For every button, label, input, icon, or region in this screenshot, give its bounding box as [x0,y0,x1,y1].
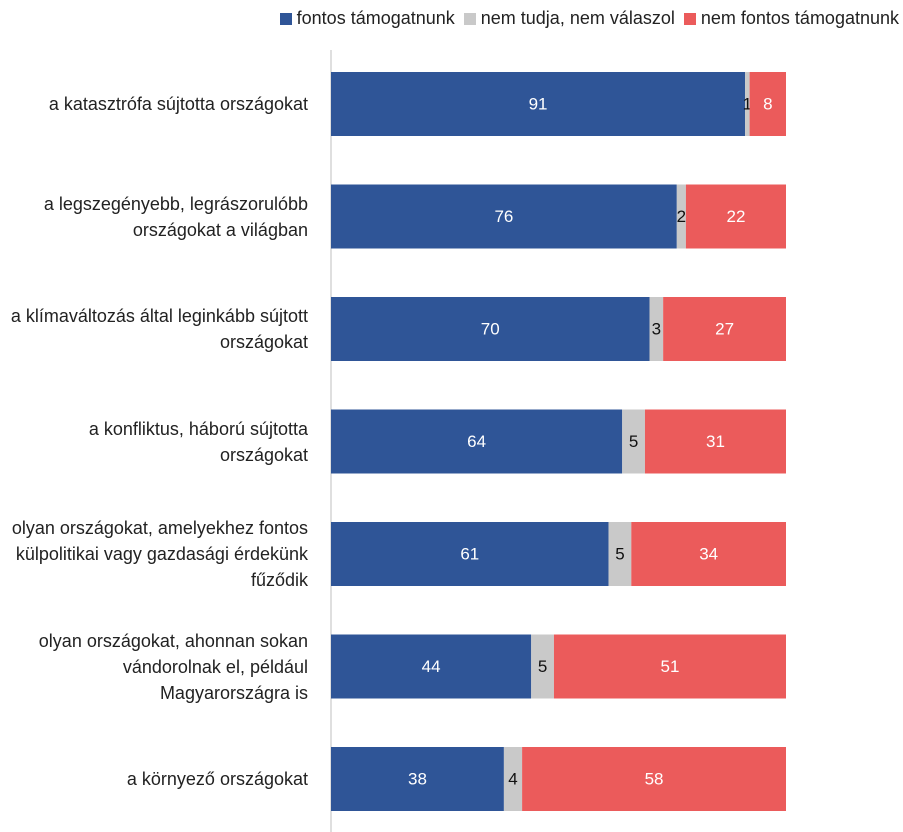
value-label: 38 [408,769,427,788]
legend-swatch [279,12,292,25]
value-label: 61 [460,544,479,563]
bar-segment [331,72,746,136]
bar-segment [331,409,623,474]
bar-segment [531,634,554,699]
bar-segment [331,747,504,811]
value-label: 4 [508,769,517,788]
bar-segment [676,184,686,249]
value-label: 3 [652,319,661,338]
value-label: 1 [743,94,752,113]
value-label: 34 [699,544,718,563]
bar-segment [644,409,786,474]
bar-segment [649,297,664,361]
bar-segment [553,634,786,699]
bar-segment [663,297,786,361]
value-label: 27 [715,319,734,338]
category-label: a klímaváltozás által leginkább sújtott … [10,306,308,352]
value-label: 5 [629,432,638,451]
value-label: 31 [706,432,725,451]
value-label: 2 [677,207,686,226]
bar-segment [745,72,750,136]
category-label: a katasztrófa sújtotta országokat [48,94,308,114]
bar-segment [749,72,786,136]
bar-segment [331,522,609,586]
bar-segment [622,409,645,474]
category-label: olyan országokat, ahonnan sokan vándorol… [38,630,308,703]
value-label: 64 [467,432,486,451]
value-label: 70 [481,319,500,338]
legend: fontos támogatnunk nem tudja, nem válaszo… [279,8,899,29]
bar-segment [608,522,632,586]
legend-label: nem tudja, nem válaszol [480,8,675,28]
bar-segment [685,184,786,249]
value-label: 8 [763,94,772,113]
value-label: 58 [645,769,664,788]
bar-segment [331,184,677,249]
value-label: 44 [422,657,441,676]
bar-segment [331,634,532,699]
value-label: 91 [529,94,548,113]
legend-label: nem fontos támogatnunk [700,8,899,28]
value-label: 5 [538,657,547,676]
value-label: 51 [661,657,680,676]
value-label: 76 [494,207,513,226]
legend-item: nem fontos támogatnunk [683,8,899,29]
legend-swatch [463,12,476,25]
bar-segment [503,747,523,811]
bar-segment [631,522,786,586]
category-label: a konfliktus, háború sújtotta országokat [88,418,308,465]
legend-item: nem tudja, nem válaszol [463,8,675,29]
bar-segment [331,297,650,361]
bar-segment [522,747,786,811]
legend-item: fontos támogatnunk [279,8,455,29]
category-label: a környező országokat [126,769,308,789]
value-label: 5 [615,544,624,563]
category-label: a legszegényebb, legrászorulóbb országok… [43,193,308,240]
value-label: 22 [726,207,745,226]
category-label: olyan országokat, amelyekhez fontos külp… [11,518,308,590]
legend-label: fontos támogatnunk [296,8,455,28]
legend-swatch [683,12,696,25]
